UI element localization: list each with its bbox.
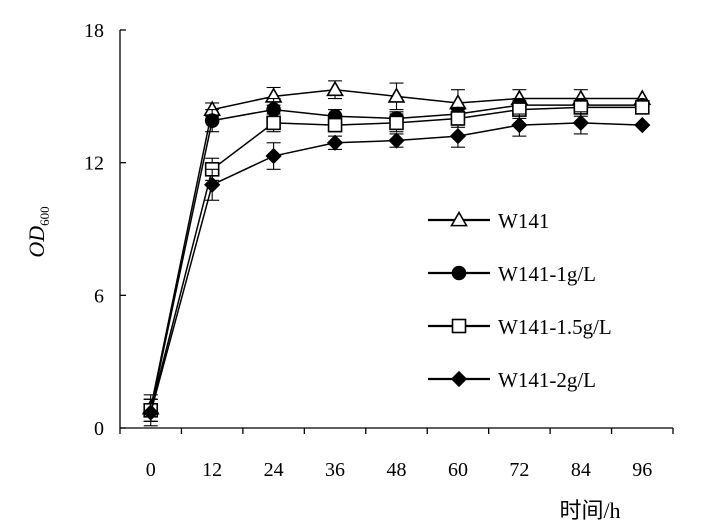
legend-item: W141-1.5g/L <box>428 315 612 339</box>
series-layer <box>141 80 652 427</box>
y-tick-label: 18 <box>84 20 104 42</box>
y-axis-title-main: OD <box>24 226 49 258</box>
x-tick-label: 96 <box>632 459 652 481</box>
data-point <box>387 87 406 103</box>
series-line <box>149 106 643 411</box>
y-tick-label: 0 <box>94 418 104 440</box>
data-point <box>266 115 281 131</box>
legend-label: W141-1.5g/L <box>498 315 612 339</box>
data-point <box>204 113 220 128</box>
x-tick-label: 60 <box>448 459 468 481</box>
data-point <box>449 128 467 145</box>
data-point <box>388 132 405 149</box>
data-point <box>327 117 343 133</box>
y-tick-label: 6 <box>94 285 104 307</box>
legend-marker <box>450 210 468 227</box>
axes: 0 6 12 18 0 12 24 36 48 60 72 84 96 时间/h OD600 <box>24 20 674 523</box>
x-tick-label: 24 <box>264 459 284 481</box>
data-point <box>450 111 466 126</box>
x-tick-label: 48 <box>387 459 407 481</box>
data-point <box>142 404 159 421</box>
legend-item: W141 <box>428 209 549 233</box>
legend-item: W141-1g/L <box>428 262 596 286</box>
x-tick-label: 72 <box>509 459 529 481</box>
data-point <box>326 134 344 151</box>
data-point <box>265 147 282 165</box>
legend: W141 W141-1g/L W141-1.5g/L W141-2g/L <box>428 209 612 392</box>
series-w141-2g-l <box>142 111 651 427</box>
x-tick-label: 12 <box>202 459 222 481</box>
x-axis-title: 时间/h <box>559 498 620 523</box>
y-axis-title-subscript: 600 <box>37 206 52 226</box>
data-point <box>326 80 344 97</box>
legend-label: W141 <box>498 209 549 233</box>
x-tick-label: 36 <box>325 459 345 481</box>
legend-marker <box>451 318 467 334</box>
data-point <box>634 116 651 134</box>
legend-label: W141-2g/L <box>498 368 596 392</box>
legend-marker <box>451 265 467 281</box>
data-point <box>204 176 221 193</box>
data-point <box>634 100 650 115</box>
y-tick-label: 12 <box>84 153 104 175</box>
x-tick-label: 84 <box>571 459 591 481</box>
data-point <box>389 115 404 131</box>
data-point <box>572 114 589 131</box>
legend-label: W141-1g/L <box>498 262 596 286</box>
legend-marker <box>450 370 468 388</box>
data-point <box>511 116 528 134</box>
legend-item: W141-2g/L <box>428 368 596 392</box>
x-tick-label: 0 <box>146 459 156 481</box>
y-axis-title: OD600 <box>24 206 52 257</box>
series-line <box>149 104 643 411</box>
